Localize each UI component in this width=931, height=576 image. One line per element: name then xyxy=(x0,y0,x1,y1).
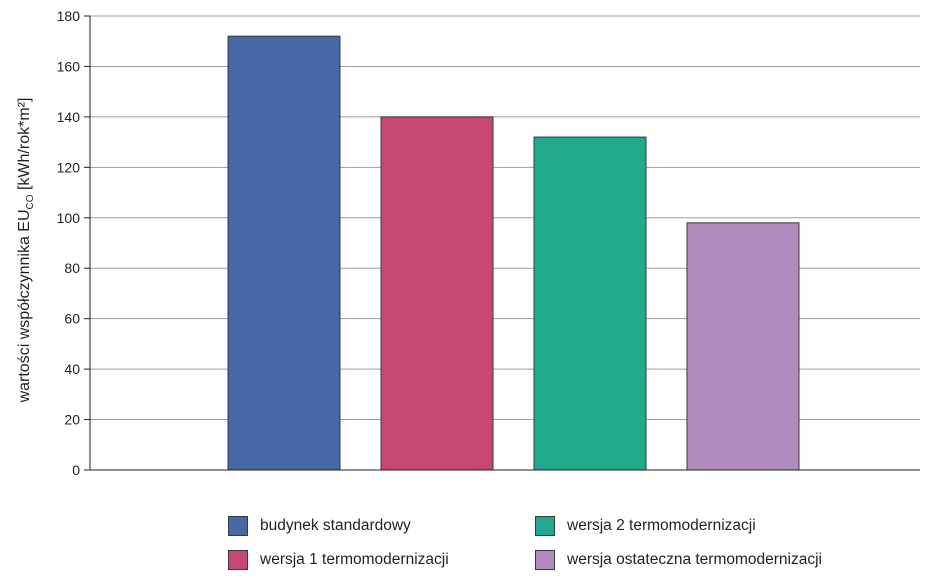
y-tick-label: 0 xyxy=(72,462,80,478)
bar-3 xyxy=(533,136,647,471)
y-tick-label: 80 xyxy=(64,260,80,276)
legend-swatch xyxy=(228,550,248,570)
legend-swatch xyxy=(228,516,248,536)
y-tick-label: 140 xyxy=(57,109,81,125)
legend-label: wersja ostateczna termomodernizacji xyxy=(567,551,822,568)
y-tick-label: 180 xyxy=(57,8,81,24)
y-tick-label: 120 xyxy=(57,159,81,175)
legend-item-wersja-ostateczna: wersja ostateczna termomodernizacji xyxy=(535,548,822,572)
legend-item-wersja-2: wersja 2 termomodernizacji xyxy=(535,514,756,538)
bar-4 xyxy=(686,222,800,471)
y-axis-label-main: wartości współczynnika EU xyxy=(16,209,33,403)
y-tick-label: 20 xyxy=(64,412,80,428)
y-axis-label-unit: [kWh/rok*m²] xyxy=(16,98,33,195)
y-tick-labels: 0 20 40 60 80 100 120 140 160 180 xyxy=(57,8,81,478)
bar-1 xyxy=(227,35,341,471)
bar-2 xyxy=(380,116,494,471)
legend-item-wersja-1: wersja 1 termomodernizacji xyxy=(228,548,449,572)
legend-swatch xyxy=(535,516,555,536)
y-tick-label: 100 xyxy=(57,210,81,226)
legend-label: wersja 1 termomodernizacji xyxy=(260,551,449,568)
y-tick-label: 160 xyxy=(57,58,81,74)
y-axis-label: wartości współczynnika EUCO [kWh/rok*m²] xyxy=(16,98,36,404)
y-tick-label: 40 xyxy=(64,361,80,377)
legend-item-budynek-standardowy: budynek standardowy xyxy=(228,514,411,538)
bars xyxy=(227,35,800,471)
legend-label: budynek standardowy xyxy=(260,517,411,534)
y-tick-label: 60 xyxy=(64,311,80,327)
legend: budynek standardowy wersja 1 termomodern… xyxy=(228,514,918,574)
axes xyxy=(84,16,920,471)
legend-swatch xyxy=(535,550,555,570)
y-axis-label-subscript: CO xyxy=(25,194,36,209)
legend-label: wersja 2 termomodernizacji xyxy=(567,517,756,534)
